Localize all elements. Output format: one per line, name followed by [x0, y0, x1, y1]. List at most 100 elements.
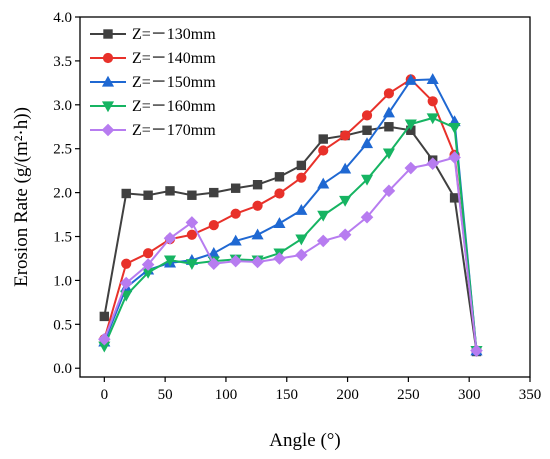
data-point	[361, 110, 373, 121]
data-point	[209, 187, 219, 198]
legend-item: Z=－140mm	[90, 50, 216, 67]
data-point	[251, 255, 264, 269]
legend-label: Z=－140mm	[132, 50, 216, 67]
data-point	[273, 217, 286, 229]
data-point	[383, 88, 395, 99]
data-point	[318, 145, 329, 156]
y-tick-label: 1.5	[53, 230, 72, 246]
x-tick-label: 300	[458, 387, 481, 403]
data-point	[360, 174, 374, 186]
data-point	[229, 234, 242, 246]
data-point	[340, 130, 351, 141]
legend-item: Z=－150mm	[90, 74, 216, 91]
series-line	[103, 78, 478, 351]
legend-label: Z=－160mm	[132, 98, 216, 115]
x-axis-title: Angle (°)	[269, 430, 340, 451]
data-point	[186, 229, 197, 240]
data-point	[252, 180, 263, 190]
y-tick-label: 2.0	[53, 186, 72, 202]
data-point	[382, 148, 395, 160]
y-tick-label: 0.0	[53, 361, 72, 377]
data-point	[296, 160, 307, 171]
y-tick-label: 0.5	[53, 317, 72, 333]
y-tick-label: 2.5	[53, 142, 72, 158]
series-1	[99, 122, 482, 357]
data-point	[427, 96, 438, 107]
data-point	[163, 231, 177, 245]
data-point	[318, 134, 328, 144]
data-point	[426, 157, 440, 170]
legend-marker	[101, 75, 115, 87]
series-line	[103, 125, 478, 352]
legend-item: Z=－160mm	[90, 98, 216, 115]
y-tick-label: 3.5	[53, 54, 72, 70]
data-point	[448, 151, 461, 164]
data-point	[230, 208, 241, 219]
series-2	[99, 74, 482, 356]
data-point	[426, 113, 439, 125]
data-point	[207, 257, 221, 271]
x-tick-label: 100	[215, 387, 238, 403]
data-point	[384, 122, 394, 132]
data-point	[448, 122, 461, 134]
x-tick-label: 50	[158, 387, 173, 403]
series-line	[103, 78, 478, 351]
data-point	[163, 255, 177, 267]
y-axis-title: Erosion Rate (g/(m²·h))	[11, 107, 32, 287]
data-point	[143, 248, 154, 259]
data-point	[426, 73, 439, 85]
x-tick-label: 350	[519, 387, 542, 403]
y-tick-label: 3.0	[53, 98, 72, 114]
data-point	[165, 186, 175, 196]
data-point	[338, 228, 352, 242]
data-point	[251, 228, 264, 240]
data-point	[230, 183, 241, 193]
series-line	[103, 116, 478, 351]
data-point	[316, 234, 330, 248]
data-point	[274, 172, 285, 182]
legend: Z=－130mm Z=－140mm Z=－150mm Z=－160mm Z=－170mm	[90, 26, 216, 139]
data-point	[274, 188, 285, 199]
data-point	[185, 216, 199, 229]
data-point	[121, 258, 132, 269]
data-point	[360, 137, 374, 149]
data-point	[229, 254, 242, 268]
data-point	[404, 73, 417, 85]
data-point	[252, 200, 263, 211]
data-point	[295, 203, 308, 215]
legend-item: Z=－130mm	[90, 26, 216, 43]
x-tick-label: 0	[101, 387, 109, 403]
data-point	[99, 311, 110, 322]
legend-marker	[103, 29, 113, 39]
y-tick-label: 4.0	[53, 10, 72, 26]
data-point	[295, 234, 308, 246]
data-point	[360, 210, 374, 224]
data-point	[187, 190, 197, 200]
data-point	[317, 210, 330, 222]
series-layer	[98, 73, 483, 357]
data-point	[449, 193, 460, 203]
data-point	[382, 106, 395, 118]
x-tick-label: 200	[336, 387, 359, 403]
axes: 0 50 100 150 200 250 300 350 0.0 0.5 1.0 1.5 2.0 2.5 3…	[53, 10, 541, 403]
data-point	[362, 125, 372, 135]
data-point	[121, 188, 131, 199]
data-point	[120, 290, 133, 302]
legend-label: Z=－170mm	[132, 122, 216, 139]
x-tick-label: 150	[276, 387, 299, 403]
data-point	[470, 344, 483, 357]
data-point	[404, 119, 417, 131]
data-point	[141, 258, 155, 271]
data-point	[143, 190, 153, 200]
data-point	[339, 162, 352, 174]
data-point	[382, 184, 396, 198]
legend-marker	[102, 52, 114, 64]
legend-label: Z=－150mm	[132, 74, 216, 91]
data-point	[98, 332, 111, 346]
series-3	[98, 73, 483, 356]
x-tick-label: 250	[397, 387, 420, 403]
series-5	[98, 151, 483, 357]
data-point	[185, 259, 198, 270]
legend-marker	[101, 101, 115, 113]
